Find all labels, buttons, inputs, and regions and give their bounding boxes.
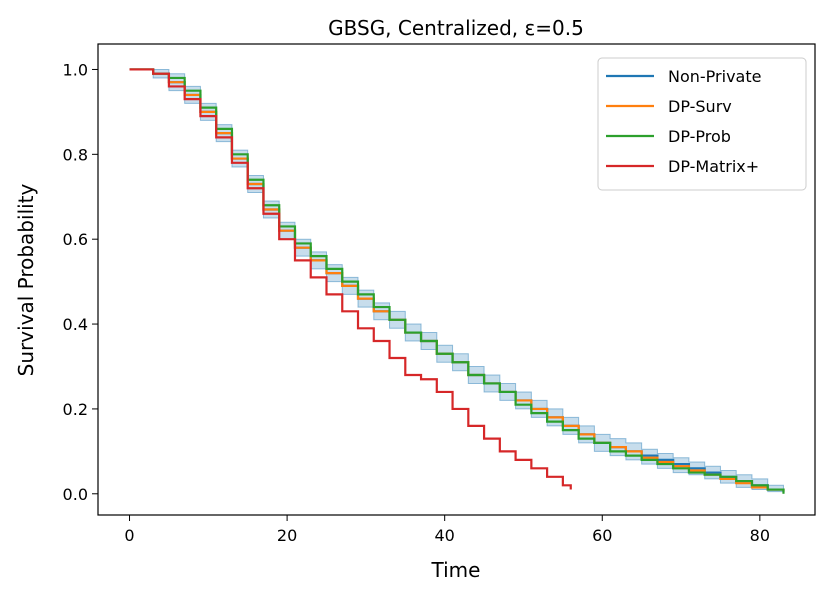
y-tick-label: 1.0 (63, 60, 88, 79)
x-axis-title: Time (431, 558, 481, 582)
legend-label: DP-Matrix+ (668, 157, 759, 176)
y-tick-label: 0.2 (63, 400, 88, 419)
x-tick-label: 0 (124, 526, 134, 545)
y-tick-label: 0.0 (63, 485, 88, 504)
y-tick-label: 0.6 (63, 230, 88, 249)
series-line-dp-matrix (129, 68, 572, 490)
x-tick-label: 80 (750, 526, 770, 545)
y-tick-label: 0.4 (63, 315, 88, 334)
legend-items: Non-Private DP-Surv DP-Prob DP-Matrix+ (606, 67, 761, 176)
x-tick-label: 40 (435, 526, 455, 545)
confidence-band-upper (129, 68, 784, 490)
chart-title: GBSG, Centralized, ε=0.5 (328, 16, 584, 40)
y-axis-title: Survival Probability (14, 183, 38, 376)
legend-box (597, 57, 807, 191)
legend-label: DP-Prob (668, 127, 731, 146)
x-axis-ticks: 0 20 40 60 80 (124, 515, 770, 545)
x-tick-label: 60 (592, 526, 612, 545)
y-axis-ticks: 0.0 0.2 0.4 0.6 0.8 1.0 (63, 60, 98, 504)
legend-label: DP-Surv (668, 97, 732, 116)
y-tick-label: 0.8 (63, 145, 88, 164)
x-tick-label: 20 (277, 526, 297, 545)
legend-label: Non-Private (668, 67, 761, 86)
series-layer (129, 68, 785, 494)
plot-frame (97, 43, 816, 516)
legend: Non-Private DP-Surv DP-Prob DP-Matrix+ (597, 57, 807, 191)
